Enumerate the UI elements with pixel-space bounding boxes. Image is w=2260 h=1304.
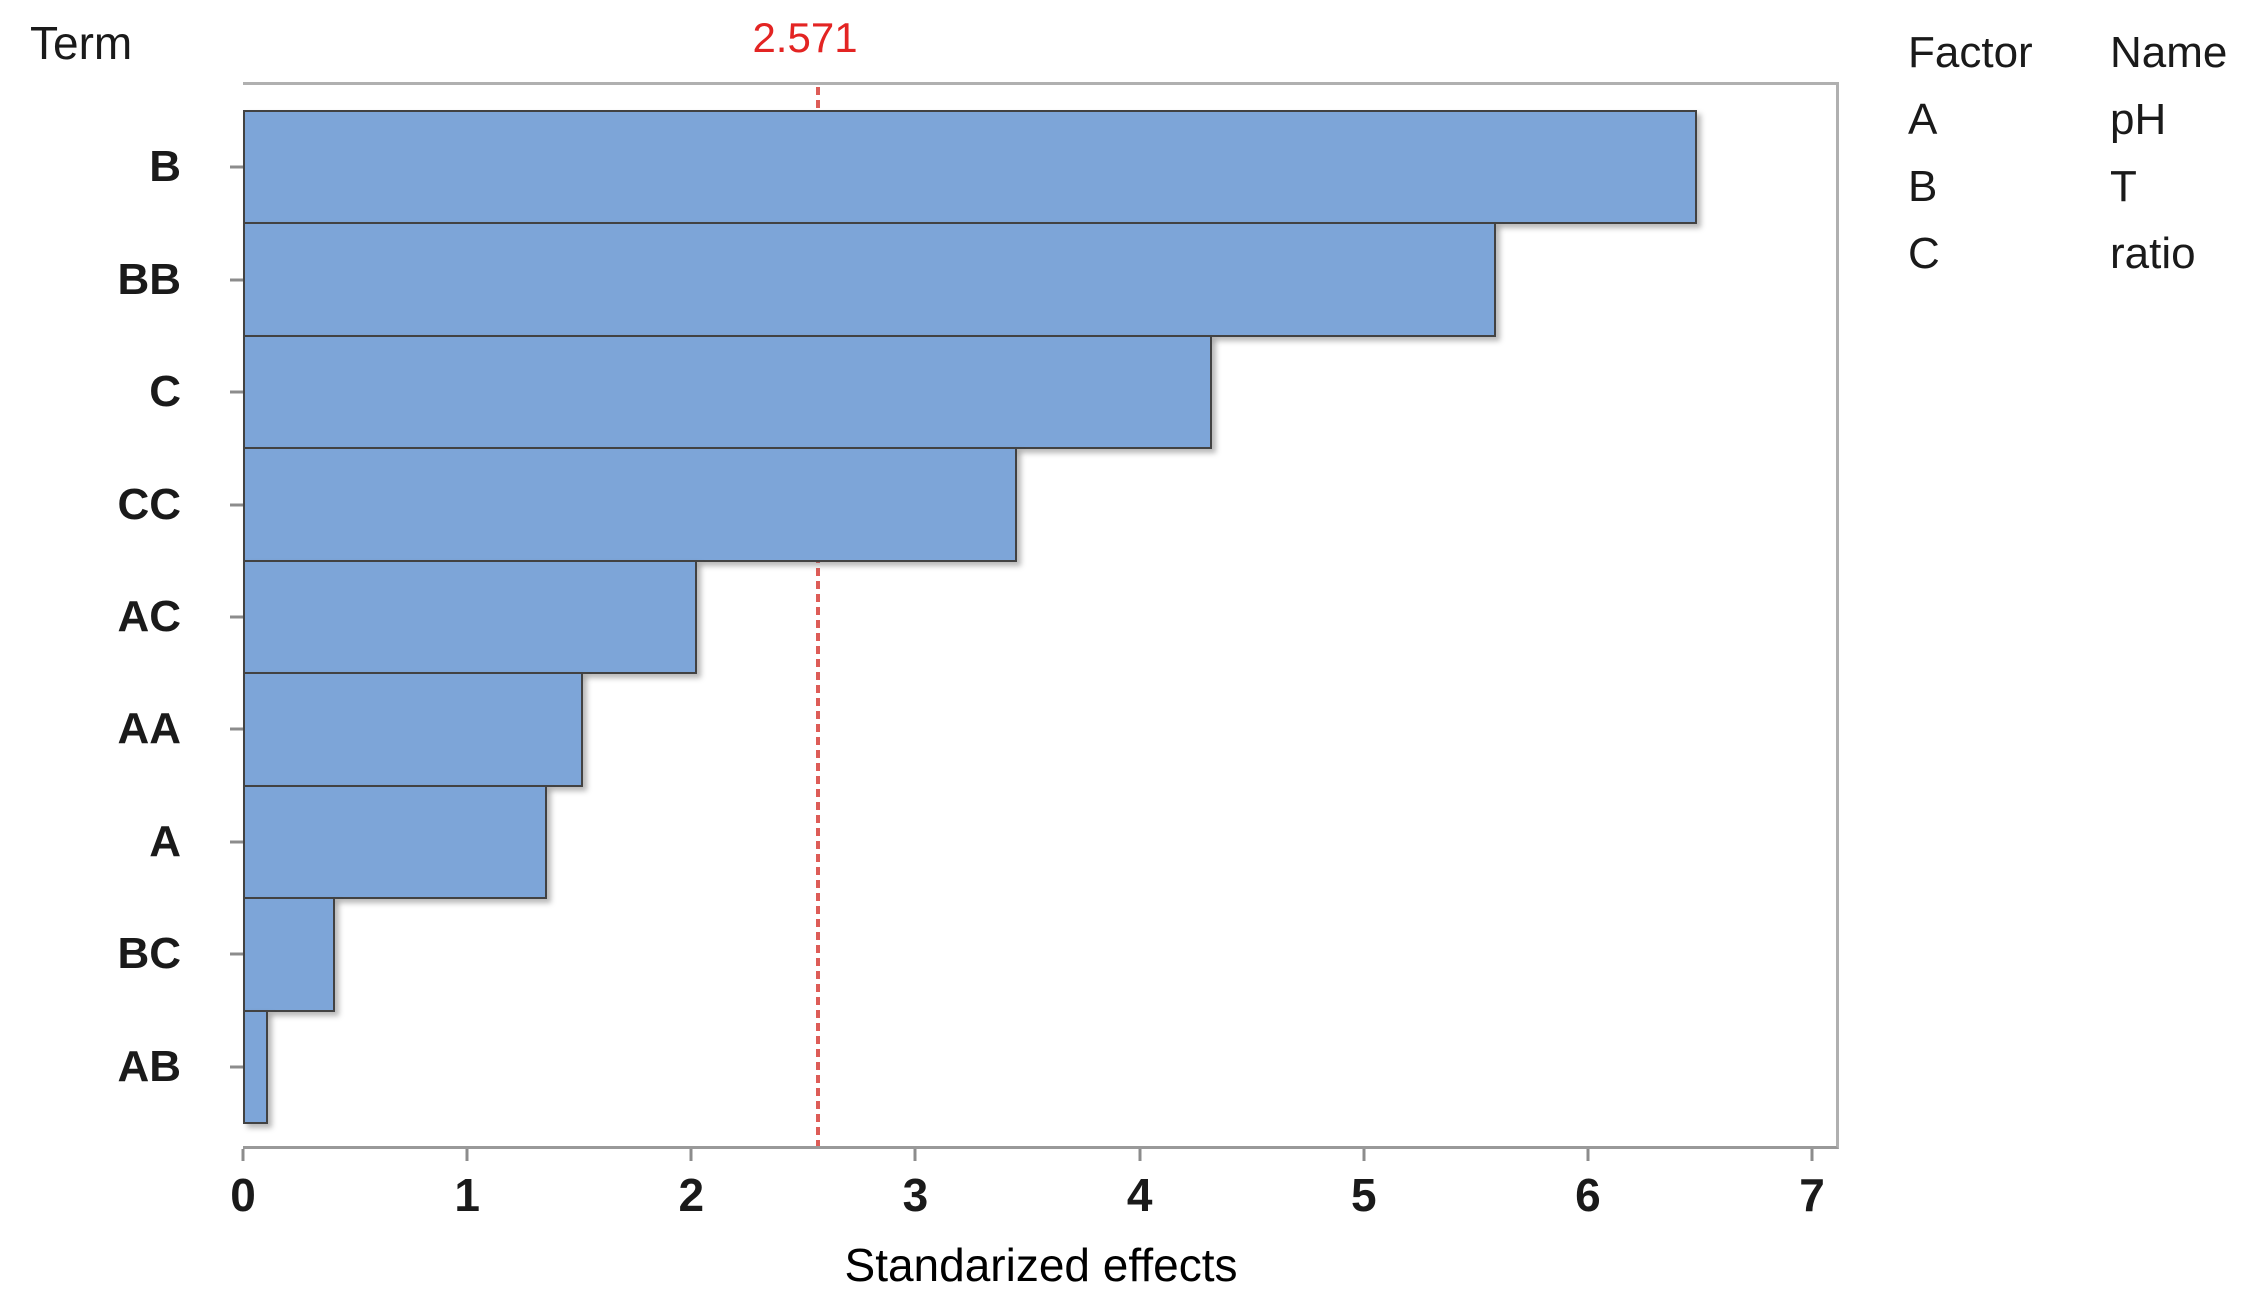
bar-A [243, 784, 548, 900]
bar-row: C [149, 334, 1836, 450]
x-axis-tick [1586, 1149, 1590, 1161]
bar-row: A [149, 784, 1836, 900]
x-axis-label: Standarized effects [844, 1239, 1238, 1291]
bar-AB [243, 1009, 268, 1124]
x-tick-label: 0 [230, 1169, 256, 1221]
y-axis-tick [230, 165, 243, 169]
bar-BB [243, 222, 1496, 337]
y-tick-label: BC [117, 929, 181, 979]
x-axis-tick [1362, 1149, 1366, 1161]
bar-CC [243, 447, 1018, 562]
bar-row: AC [117, 559, 1836, 675]
x-tick-label: 3 [902, 1169, 929, 1221]
x-tick-label: 4 [1126, 1169, 1153, 1221]
x-axis-tick [1138, 1149, 1142, 1161]
legend-header-name: Name [2110, 28, 2228, 77]
bar-BC [243, 897, 335, 1012]
x-tick-label: 7 [1799, 1169, 1825, 1221]
x-axis-tick [1810, 1149, 1814, 1161]
x-axis-tick [913, 1149, 917, 1161]
y-axis-title: Term [30, 17, 133, 69]
x-tick-label: 5 [1350, 1169, 1377, 1221]
y-tick-label: A [149, 816, 181, 866]
x-tick-label: 6 [1575, 1169, 1601, 1221]
y-tick-label: B [149, 142, 181, 192]
bar-row: B [149, 110, 1836, 225]
x-axis-tick [465, 1149, 469, 1161]
x-tick-label: 1 [454, 1169, 480, 1221]
bars-region: B BB C CC AC AA A BC AB [117, 110, 1836, 1124]
y-tick-label: AC [117, 591, 181, 641]
bar-row: AA [117, 672, 1836, 787]
legend-factor: A [1908, 95, 1938, 144]
y-tick-label: BB [117, 254, 181, 304]
y-axis-tick [230, 727, 243, 731]
legend-name: pH [2110, 95, 2167, 144]
bar-row: AB [117, 1009, 1836, 1124]
bar-AC [243, 559, 698, 675]
legend-name: ratio [2110, 229, 2196, 278]
y-tick-label: C [149, 367, 181, 417]
y-axis-tick [230, 840, 243, 844]
y-tick-label: AA [117, 704, 181, 754]
bar-row: BC [117, 897, 1836, 1012]
x-axis-tick [689, 1149, 693, 1161]
y-tick-label: CC [117, 479, 181, 529]
reference-line-label: 2.571 [752, 14, 858, 61]
legend-factor: B [1908, 162, 1938, 211]
bar-row: CC [117, 447, 1836, 562]
y-axis-tick [230, 503, 243, 507]
y-axis-tick [230, 952, 243, 956]
legend-header-factor: Factor [1908, 28, 2033, 77]
y-axis-tick [230, 615, 243, 619]
legend-header-row: Factor Name [1908, 28, 2227, 95]
y-axis-tick [230, 390, 243, 394]
legend-name: T [2110, 162, 2137, 211]
reference-line [816, 87, 821, 1146]
plot-area: B BB C CC AC AA A BC AB [117, 82, 1839, 1149]
y-axis-tick [230, 1065, 243, 1069]
bar-B [243, 110, 1698, 225]
bar-row: BB [117, 222, 1836, 337]
x-axis-tick [241, 1149, 245, 1161]
y-axis-tick [230, 278, 243, 282]
legend-factor: C [1908, 229, 1940, 278]
bar-C [243, 334, 1212, 450]
y-tick-label: AB [117, 1041, 181, 1091]
bar-AA [243, 672, 584, 787]
x-tick-label: 2 [678, 1169, 705, 1221]
